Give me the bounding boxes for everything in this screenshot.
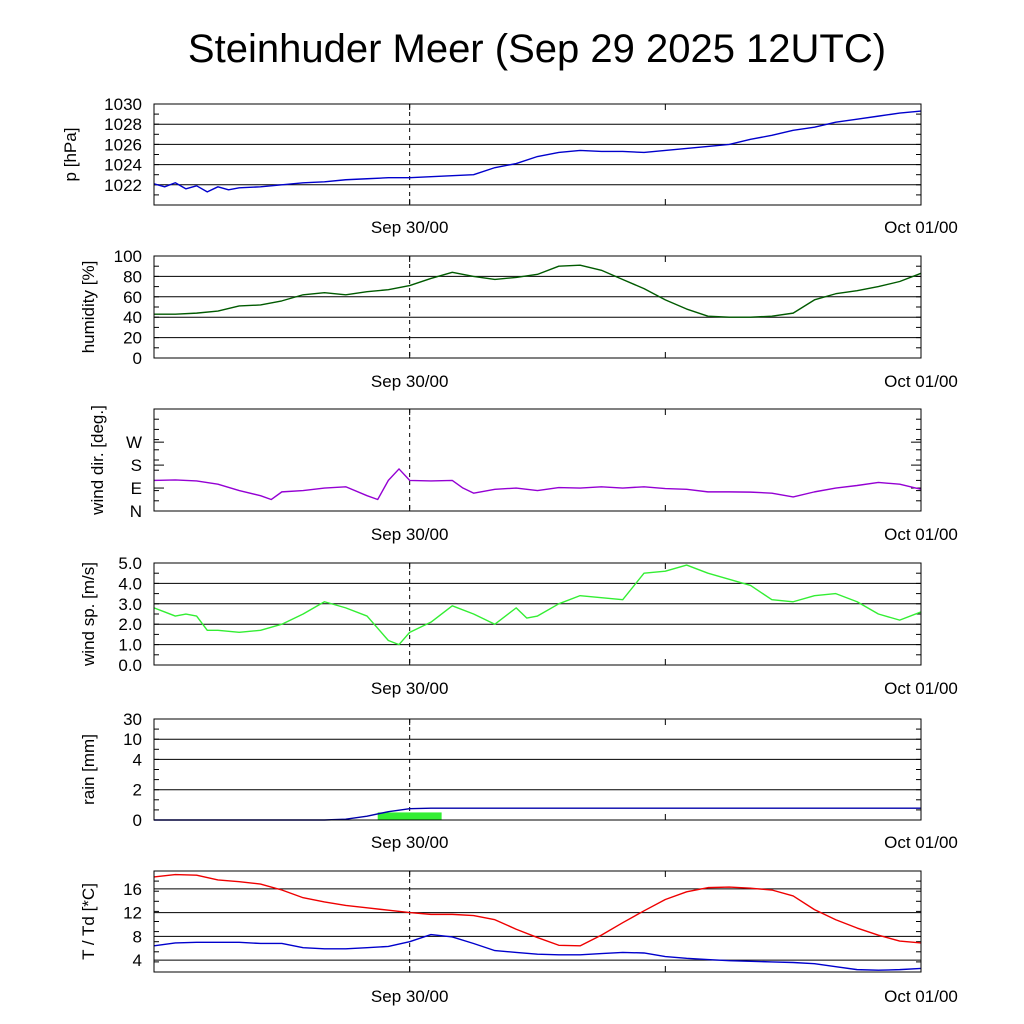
y-tick-label: W <box>126 433 142 452</box>
panel-frame <box>153 562 922 666</box>
y-tick-label: N <box>130 502 142 521</box>
y-tick-label: 5.0 <box>118 554 142 573</box>
x-date-label: Sep 30/00 <box>371 372 449 391</box>
wind-direction-line <box>153 468 922 501</box>
y-tick-label: 3.0 <box>118 595 142 614</box>
y-tick-label: 16 <box>123 880 142 899</box>
y-tick-label: 4.0 <box>118 574 142 593</box>
y-axis-title: wind dir. [deg.] <box>88 405 107 516</box>
y-tick-label: 4 <box>133 750 142 769</box>
y-tick-label: 100 <box>114 247 142 266</box>
y-tick-label: 10 <box>123 730 142 749</box>
panel-temperature-and-dewpoint: 4 8 12 16 T / Td [*C] Sep 30/00 Oct 01/00 <box>79 870 958 1006</box>
y-axis-title: humidity [%] <box>79 261 98 354</box>
y-tick-label: 30 <box>123 710 142 729</box>
x-date-label: Oct 01/00 <box>884 372 958 391</box>
y-tick-label: 2.0 <box>118 615 142 634</box>
x-date-label: Sep 30/00 <box>371 679 449 698</box>
x-date-label: Sep 30/00 <box>371 833 449 852</box>
panel-frame <box>153 870 922 973</box>
y-tick-label: 20 <box>123 329 142 348</box>
temperature-line <box>153 873 922 947</box>
x-date-label: Sep 30/00 <box>371 525 449 544</box>
pressure-line <box>153 110 922 193</box>
panel-frame <box>153 103 922 206</box>
y-tick-label: 0.0 <box>118 656 142 675</box>
y-tick-label: 1026 <box>104 135 142 154</box>
y-tick-label: 1022 <box>104 176 142 195</box>
y-tick-label: 0 <box>133 349 142 368</box>
y-tick-label: 1028 <box>104 115 142 134</box>
y-tick-label: 1030 <box>104 95 142 114</box>
chart-title: Steinhuder Meer (Sep 29 2025 12UTC) <box>188 27 886 71</box>
y-tick-label: 60 <box>123 288 142 307</box>
x-date-label: Sep 30/00 <box>371 218 449 237</box>
y-tick-label: 4 <box>133 951 142 970</box>
y-axis-title: p [hPa] <box>61 128 80 182</box>
rain-bar <box>377 812 442 820</box>
panel-frame <box>153 408 922 512</box>
x-date-label: Oct 01/00 <box>884 987 958 1006</box>
panel-frame <box>153 718 922 821</box>
panel-frame <box>153 255 922 359</box>
y-tick-label: 12 <box>123 904 142 923</box>
x-date-label: Oct 01/00 <box>884 525 958 544</box>
wind-speed-line <box>153 564 922 646</box>
y-tick-label: 80 <box>123 267 142 286</box>
dewpoint-line <box>153 933 922 971</box>
y-tick-label: 40 <box>123 308 142 327</box>
x-date-label: Oct 01/00 <box>884 679 958 698</box>
y-tick-label: S <box>131 456 142 475</box>
y-tick-label: 1024 <box>104 156 142 175</box>
y-tick-label: 2 <box>133 781 142 800</box>
panel-wind-speed: 0.01.0 2.03.0 4.05.0 wind sp. [m/s] Sep 30/0… <box>79 554 958 698</box>
y-tick-label: E <box>131 479 142 498</box>
rain-accumulated-line <box>154 807 921 821</box>
x-date-label: Oct 01/00 <box>884 218 958 237</box>
humidity-line <box>154 264 922 318</box>
y-tick-label: 0 <box>133 811 142 830</box>
y-axis-title: T / Td [*C] <box>79 883 98 960</box>
y-tick-label: 1.0 <box>118 636 142 655</box>
y-axis-title: wind sp. [m/s] <box>79 562 98 667</box>
y-axis-title: rain [mm] <box>79 734 98 805</box>
y-tick-label: 8 <box>133 927 142 946</box>
x-date-label: Sep 30/00 <box>371 987 449 1006</box>
x-date-label: Oct 01/00 <box>884 833 958 852</box>
